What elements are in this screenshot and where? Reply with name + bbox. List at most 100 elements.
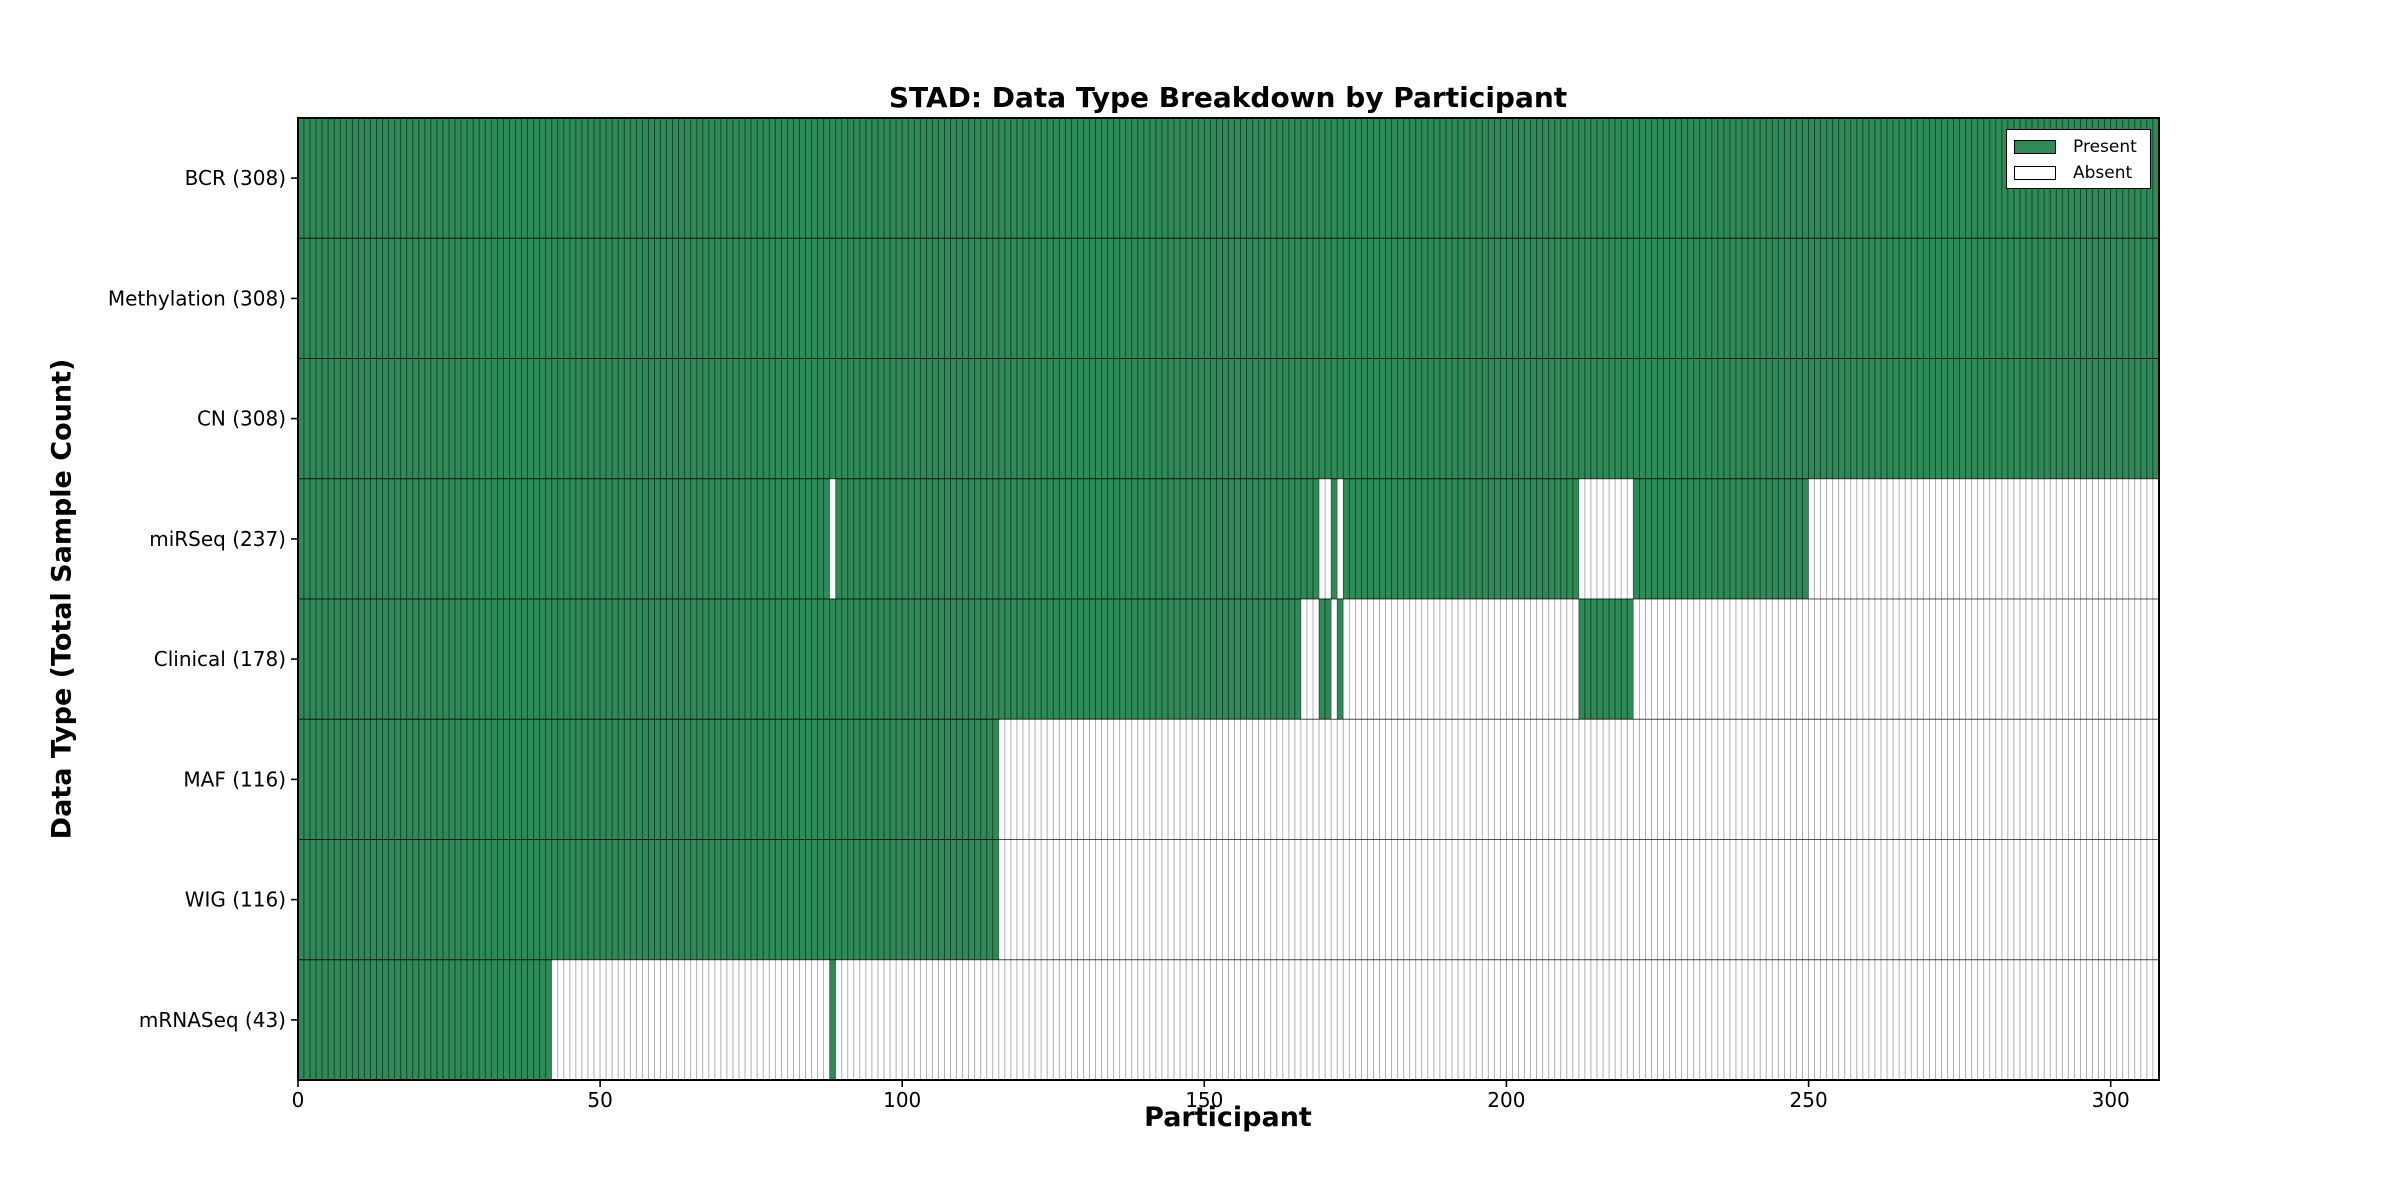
participant-cell (1071, 839, 1078, 961)
participant-cell (376, 598, 383, 720)
participant-cell (1971, 959, 1979, 1081)
participant-cell (436, 959, 444, 1081)
participant-cell (756, 358, 764, 480)
participant-cell (1723, 959, 1731, 1081)
participant-cell (1487, 237, 1495, 359)
participant-cell (1808, 358, 1815, 480)
participant-cell (1203, 839, 1211, 961)
participant-cell (1669, 839, 1677, 961)
participant-cell (992, 358, 1000, 480)
participant-cell (339, 117, 347, 239)
participant-cell (1463, 598, 1471, 720)
participant-cell (309, 358, 317, 480)
participant-cell (490, 237, 498, 359)
participant-cell (1155, 478, 1163, 600)
participant-cell (1203, 478, 1211, 600)
participant-cell (1802, 598, 1809, 720)
participant-cell (1463, 358, 1471, 480)
participant-cell (1971, 718, 1979, 840)
participant-cell (708, 959, 716, 1081)
participant-cell (932, 718, 939, 840)
participant-cell (774, 478, 782, 600)
participant-cell (877, 959, 885, 1081)
participant-cell (1632, 839, 1640, 961)
participant-cell (1886, 358, 1894, 480)
participant-cell (599, 598, 607, 720)
participant-cell (2086, 839, 2093, 961)
participant-cell (2007, 598, 2015, 720)
participant-cell (376, 358, 383, 480)
participant-cell (1306, 117, 1314, 239)
participant-cell (303, 959, 311, 1081)
participant-cell (2074, 237, 2081, 359)
participant-cell (2049, 718, 2057, 840)
participant-cell (593, 358, 601, 480)
participant-cell (1995, 959, 2003, 1081)
participant-cell (1856, 598, 1864, 720)
participant-cell (895, 959, 903, 1081)
participant-cell (484, 117, 492, 239)
participant-cell (2043, 358, 2051, 480)
participant-cell (1735, 478, 1743, 600)
participant-cell (2025, 718, 2033, 840)
participant-cell (1421, 718, 1429, 840)
participant-cell (829, 598, 837, 720)
participant-cell (2092, 237, 2099, 359)
participant-cell (1796, 598, 1803, 720)
participant-cell (2067, 237, 2075, 359)
participant-cell (1935, 358, 1942, 480)
participant-cell (768, 478, 776, 600)
participant-cell (1892, 718, 1900, 840)
participant-cell (1083, 478, 1090, 600)
participant-cell (2098, 598, 2106, 720)
participant-cell (1276, 839, 1284, 961)
participant-cell (2080, 959, 2087, 1081)
participant-cell (1500, 959, 1507, 1081)
participant-cell (1270, 117, 1278, 239)
participant-cell (1330, 598, 1338, 720)
participant-cell (490, 117, 498, 239)
participant-cell (1385, 358, 1393, 480)
participant-cell (2055, 839, 2063, 961)
participant-cell (877, 237, 885, 359)
participant-cell (1886, 117, 1894, 239)
participant-cell (388, 598, 396, 720)
participant-cell (569, 718, 577, 840)
participant-cell (1645, 718, 1652, 840)
participant-cell (648, 598, 655, 720)
participant-cell (762, 237, 770, 359)
participant-cell (509, 358, 516, 480)
participant-cell (1880, 358, 1888, 480)
participant-cell (587, 358, 595, 480)
participant-cell (1862, 839, 1870, 961)
participant-cell (1143, 478, 1151, 600)
participant-cell (581, 237, 589, 359)
participant-cell (1354, 718, 1362, 840)
participant-cell (907, 718, 915, 840)
participant-cell (1010, 117, 1018, 239)
participant-cell (1475, 718, 1483, 840)
participant-cell (1095, 718, 1103, 840)
participant-cell (1107, 598, 1115, 720)
participant-cell (702, 839, 710, 961)
participant-cell (1566, 598, 1574, 720)
participant-cell (1651, 839, 1658, 961)
participant-cell (1288, 358, 1296, 480)
participant-cell (823, 478, 831, 600)
participant-cell (762, 718, 770, 840)
participant-cell (744, 598, 752, 720)
participant-cell (1548, 237, 1556, 359)
participant-cell (1228, 839, 1235, 961)
participant-cell (1064, 358, 1072, 480)
participant-cell (2055, 358, 2063, 480)
participant-cell (738, 718, 746, 840)
participant-cell (738, 358, 746, 480)
participant-cell (1771, 598, 1779, 720)
participant-cell (2110, 598, 2118, 720)
participant-cell (1596, 237, 1604, 359)
participant-cell (1542, 598, 1550, 720)
participant-cell (1071, 959, 1078, 1081)
participant-cell (424, 598, 432, 720)
participant-cell (750, 959, 758, 1081)
participant-cell (1040, 839, 1048, 961)
